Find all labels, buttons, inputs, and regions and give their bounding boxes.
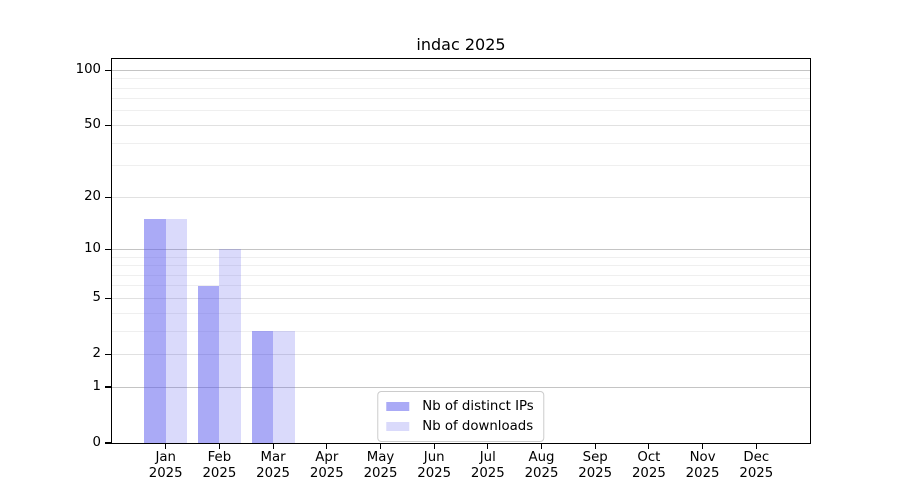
bar-nb-of-distinct-ips-jan [144,219,166,443]
y-tick-label-0: 0 [92,435,101,450]
x-tick-year: 2025 [202,465,237,481]
plot-area [111,58,811,444]
x-tick-year: 2025 [148,465,183,481]
legend: Nb of distinct IPs Nb of downloads [377,391,545,442]
x-tick-month: Aug [528,450,555,465]
x-tick-month: Jan [155,450,176,465]
bar-nb-of-downloads-mar [273,331,295,443]
legend-label-downloads: Nb of downloads [422,419,534,434]
x-tick-year: 2025 [578,465,613,481]
x-tick-label-jul: Jul 2025 [456,450,520,481]
x-tick-month: Jun [423,450,445,465]
y-tick-label-20: 20 [84,189,101,205]
gridline-3 [112,330,810,332]
gridline-60 [112,110,810,112]
x-tick-mark-nov [702,443,704,449]
x-tick-mark-apr [326,443,328,449]
gridline-1 [112,386,810,388]
x-tick-month: Oct [637,450,661,465]
x-tick-year: 2025 [470,465,505,481]
gridline-9 [112,256,810,258]
legend-swatch-distinct-ips-icon [386,401,410,412]
bar-nb-of-distinct-ips-feb [197,285,220,443]
x-tick-mark-aug [540,443,543,449]
x-tick-year: 2025 [685,465,720,481]
y-tick-mark-100 [105,69,112,71]
x-tick-label-apr: Apr 2025 [295,450,359,481]
legend-swatch-downloads-icon [386,421,410,432]
x-tick-month: Nov [689,450,716,465]
y-tick-label-1: 1 [92,379,101,394]
legend-item: Nb of downloads [386,418,533,435]
x-tick-year: 2025 [309,465,344,481]
y-tick-label-2: 2 [92,346,101,362]
legend-item: Nb of distinct IPs [386,398,534,415]
x-tick-month: Sep [582,450,608,465]
y-tick-mark-2 [105,353,112,355]
x-tick-year: 2025 [256,465,291,481]
gridline-7 [112,274,810,276]
gridline-5 [112,297,810,299]
x-tick-label-jun: Jun 2025 [402,450,466,481]
y-tick-label-10: 10 [84,241,101,257]
gridline-6 [112,285,810,287]
x-tick-label-aug: Aug 2025 [510,450,574,481]
gridline-80 [112,87,810,89]
x-tick-month: May [366,450,395,465]
y-tick-label-5: 5 [92,290,101,306]
y-tick-mark-10 [105,248,112,250]
gridline-2 [112,353,810,355]
x-tick-mark-jun [433,443,435,449]
x-tick-mark-feb [218,443,220,449]
legend-label-distinct-ips: Nb of distinct IPs [422,399,534,414]
bar-nb-of-downloads-jan [165,219,188,443]
y-tick-label-50: 50 [84,117,101,133]
x-tick-year: 2025 [631,465,666,481]
x-tick-label-oct: Oct 2025 [617,450,681,481]
x-tick-year: 2025 [417,465,452,481]
gridline-90 [112,78,810,80]
gridline-100 [112,69,810,71]
gridline-20 [112,196,810,198]
gridline-50 [112,124,810,126]
gridline-30 [112,165,810,167]
x-tick-label-mar: Mar 2025 [241,450,305,481]
y-tick-label-100: 100 [75,62,101,78]
x-tick-year: 2025 [739,465,774,481]
x-tick-label-nov: Nov 2025 [671,450,735,481]
x-tick-mark-may [379,443,382,449]
x-tick-mark-jan [165,443,167,449]
gridline-10 [112,248,810,250]
bar-nb-of-downloads-feb [219,249,241,443]
gridline-70 [112,98,810,100]
x-tick-month: Jul [479,450,496,465]
x-tick-mark-dec [755,443,757,449]
gridline-4 [112,312,810,314]
x-tick-month: Feb [207,450,232,465]
x-tick-label-sep: Sep 2025 [563,450,627,481]
y-tick-mark-1 [105,386,112,388]
x-tick-mark-jul [487,443,489,449]
x-tick-label-dec: Dec 2025 [724,450,788,481]
gridline-40 [112,142,810,144]
x-tick-mark-sep [594,443,596,449]
x-tick-label-may: May 2025 [349,450,413,481]
x-tick-year: 2025 [524,465,559,481]
y-tick-mark-50 [105,124,112,126]
x-tick-month: Apr [315,450,339,465]
chart-title: indac 2025 [416,35,506,54]
x-tick-label-feb: Feb 2025 [187,450,251,481]
bar-nb-of-distinct-ips-mar [251,331,274,443]
gridline-8 [112,265,810,266]
x-tick-label-jan: Jan 2025 [134,450,198,481]
x-tick-month: Mar [260,450,286,465]
y-tick-mark-0 [105,442,112,444]
x-tick-mark-oct [648,443,650,449]
x-tick-month: Dec [743,450,770,465]
y-tick-mark-20 [105,196,112,198]
x-tick-year: 2025 [363,465,398,481]
y-tick-mark-5 [105,297,112,299]
x-tick-mark-mar [272,443,274,449]
